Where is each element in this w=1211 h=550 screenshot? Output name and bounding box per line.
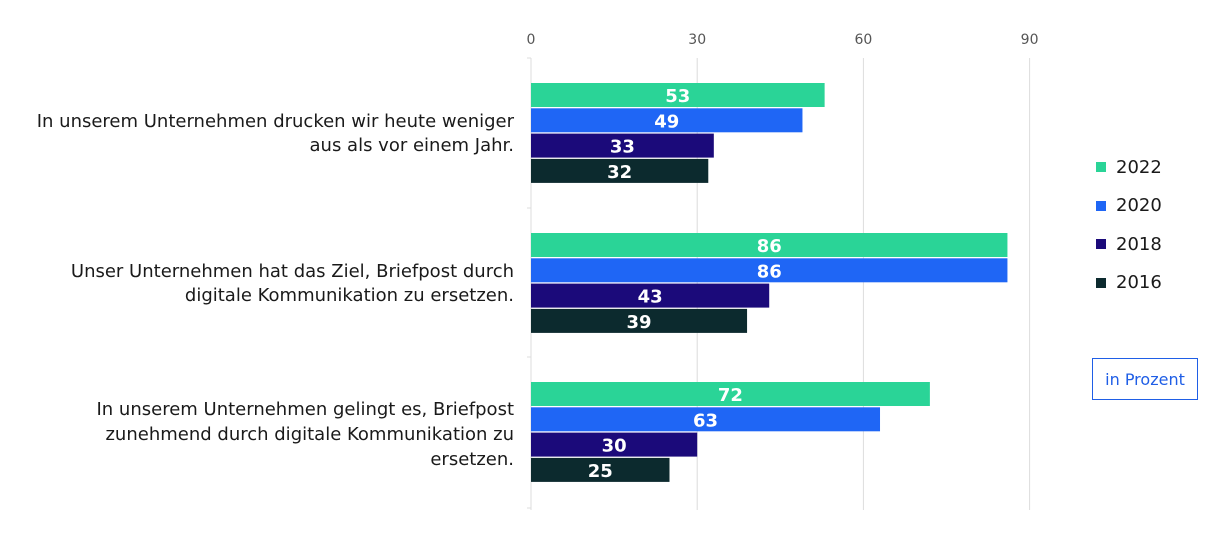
bar-2018-cat2 bbox=[531, 283, 770, 308]
bar-value-label: 86 bbox=[757, 236, 782, 257]
category-label-line: ersetzen. bbox=[430, 449, 514, 470]
category-label-line: In unserem Unternehmen gelingt es, Brief… bbox=[96, 399, 514, 420]
legend-label-2020: 2020 bbox=[1116, 195, 1162, 217]
category-label-line: In unserem Unternehmen drucken wir heute… bbox=[37, 111, 515, 132]
x-tick-label: 30 bbox=[688, 32, 706, 48]
category-label-line: aus als vor einem Jahr. bbox=[310, 135, 515, 156]
bar-value-label: 32 bbox=[607, 162, 632, 183]
bar-value-label: 63 bbox=[693, 410, 718, 431]
legend-item-2020: 2020 bbox=[1096, 187, 1162, 226]
legend-item-2016: 2016 bbox=[1096, 264, 1162, 303]
legend-swatch-2018 bbox=[1096, 239, 1106, 250]
bar-value-label: 72 bbox=[718, 385, 743, 406]
bar-2020-cat1 bbox=[531, 108, 803, 133]
category-label-line: digitale Kommunikation zu ersetzen. bbox=[185, 285, 514, 306]
bar-2016-cat1 bbox=[531, 158, 709, 183]
bar-2022-cat2 bbox=[531, 233, 1008, 257]
legend-swatch-2020 bbox=[1096, 200, 1106, 211]
legend-item-2022: 2022 bbox=[1096, 148, 1162, 187]
bar-2020-cat3 bbox=[531, 407, 881, 432]
legend-label-2022: 2022 bbox=[1116, 156, 1162, 178]
legend-swatch-2022 bbox=[1096, 162, 1106, 173]
bar-value-label: 49 bbox=[654, 111, 679, 132]
bar-value-label: 39 bbox=[626, 312, 651, 333]
bar-2016-cat3 bbox=[531, 457, 670, 482]
category-labels: In unserem Unternehmen drucken wir heute… bbox=[37, 111, 515, 470]
bar-value-label: 30 bbox=[602, 436, 627, 457]
bar-value-label: 43 bbox=[638, 287, 663, 308]
legend-label-2018: 2018 bbox=[1116, 233, 1162, 255]
bar-2018-cat1 bbox=[531, 133, 714, 158]
bar-2018-cat3 bbox=[531, 432, 698, 457]
bar-value-label: 33 bbox=[610, 137, 635, 158]
bar-2016-cat2 bbox=[531, 308, 748, 333]
legend: 2022 2020 2018 2016 bbox=[1096, 148, 1162, 302]
bar-2022-cat1 bbox=[531, 83, 825, 107]
bar-value-label: 25 bbox=[588, 461, 613, 482]
legend-item-2018: 2018 bbox=[1096, 225, 1162, 264]
bar-2022-cat3 bbox=[531, 382, 930, 406]
category-label-line: Unser Unternehmen hat das Ziel, Briefpos… bbox=[71, 261, 514, 282]
x-tick-label: 90 bbox=[1021, 32, 1039, 48]
bar-value-label: 53 bbox=[665, 86, 690, 107]
unit-label-box: in Prozent bbox=[1092, 358, 1198, 400]
legend-swatch-2016 bbox=[1096, 277, 1106, 288]
legend-label-2016: 2016 bbox=[1116, 272, 1162, 294]
bar-2020-cat2 bbox=[531, 258, 1008, 283]
bar-value-label: 86 bbox=[757, 261, 782, 282]
category-label-line: zunehmend durch digitale Kommunikation z… bbox=[105, 424, 514, 445]
x-tick-label: 0 bbox=[527, 32, 536, 48]
x-tick-label: 60 bbox=[854, 32, 872, 48]
x-axis-ticks: 0 30 60 90 bbox=[527, 32, 1039, 48]
